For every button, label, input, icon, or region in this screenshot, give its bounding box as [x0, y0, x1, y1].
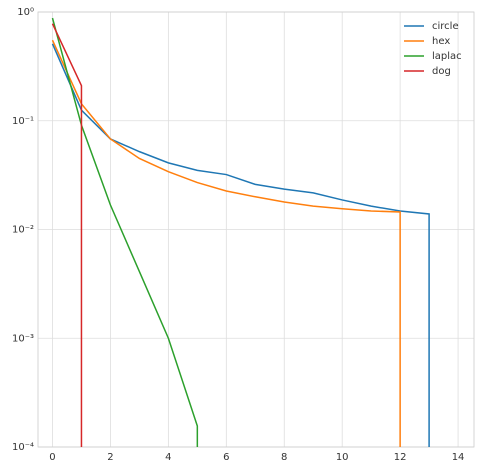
x-tick-label: 6 [223, 452, 229, 463]
legend-label: circle [432, 21, 459, 32]
x-tick-label: 14 [452, 452, 465, 463]
plot-frame [37, 11, 475, 448]
y-tick-label: 10⁻³ [12, 333, 34, 344]
x-tick-label: 2 [107, 452, 113, 463]
y-tick-label: 10⁻⁴ [12, 442, 34, 453]
legend-label: hex [432, 36, 450, 47]
legend-label: laplac [432, 51, 462, 62]
y-tick-label: 10⁻² [12, 225, 34, 236]
x-tick-label: 8 [281, 452, 287, 463]
line [51, 17, 199, 447]
line [51, 39, 401, 447]
x-tick-label: 4 [165, 452, 171, 463]
y-tick-label: 10⁻¹ [12, 116, 34, 127]
x-tick-label: 10 [336, 452, 349, 463]
line [51, 43, 430, 447]
legend-label: dog [432, 66, 451, 77]
line [51, 23, 83, 447]
x-tick-label: 0 [49, 452, 55, 463]
x-tick-label: 12 [394, 452, 407, 463]
y-tick-label: 10⁰ [17, 7, 34, 18]
